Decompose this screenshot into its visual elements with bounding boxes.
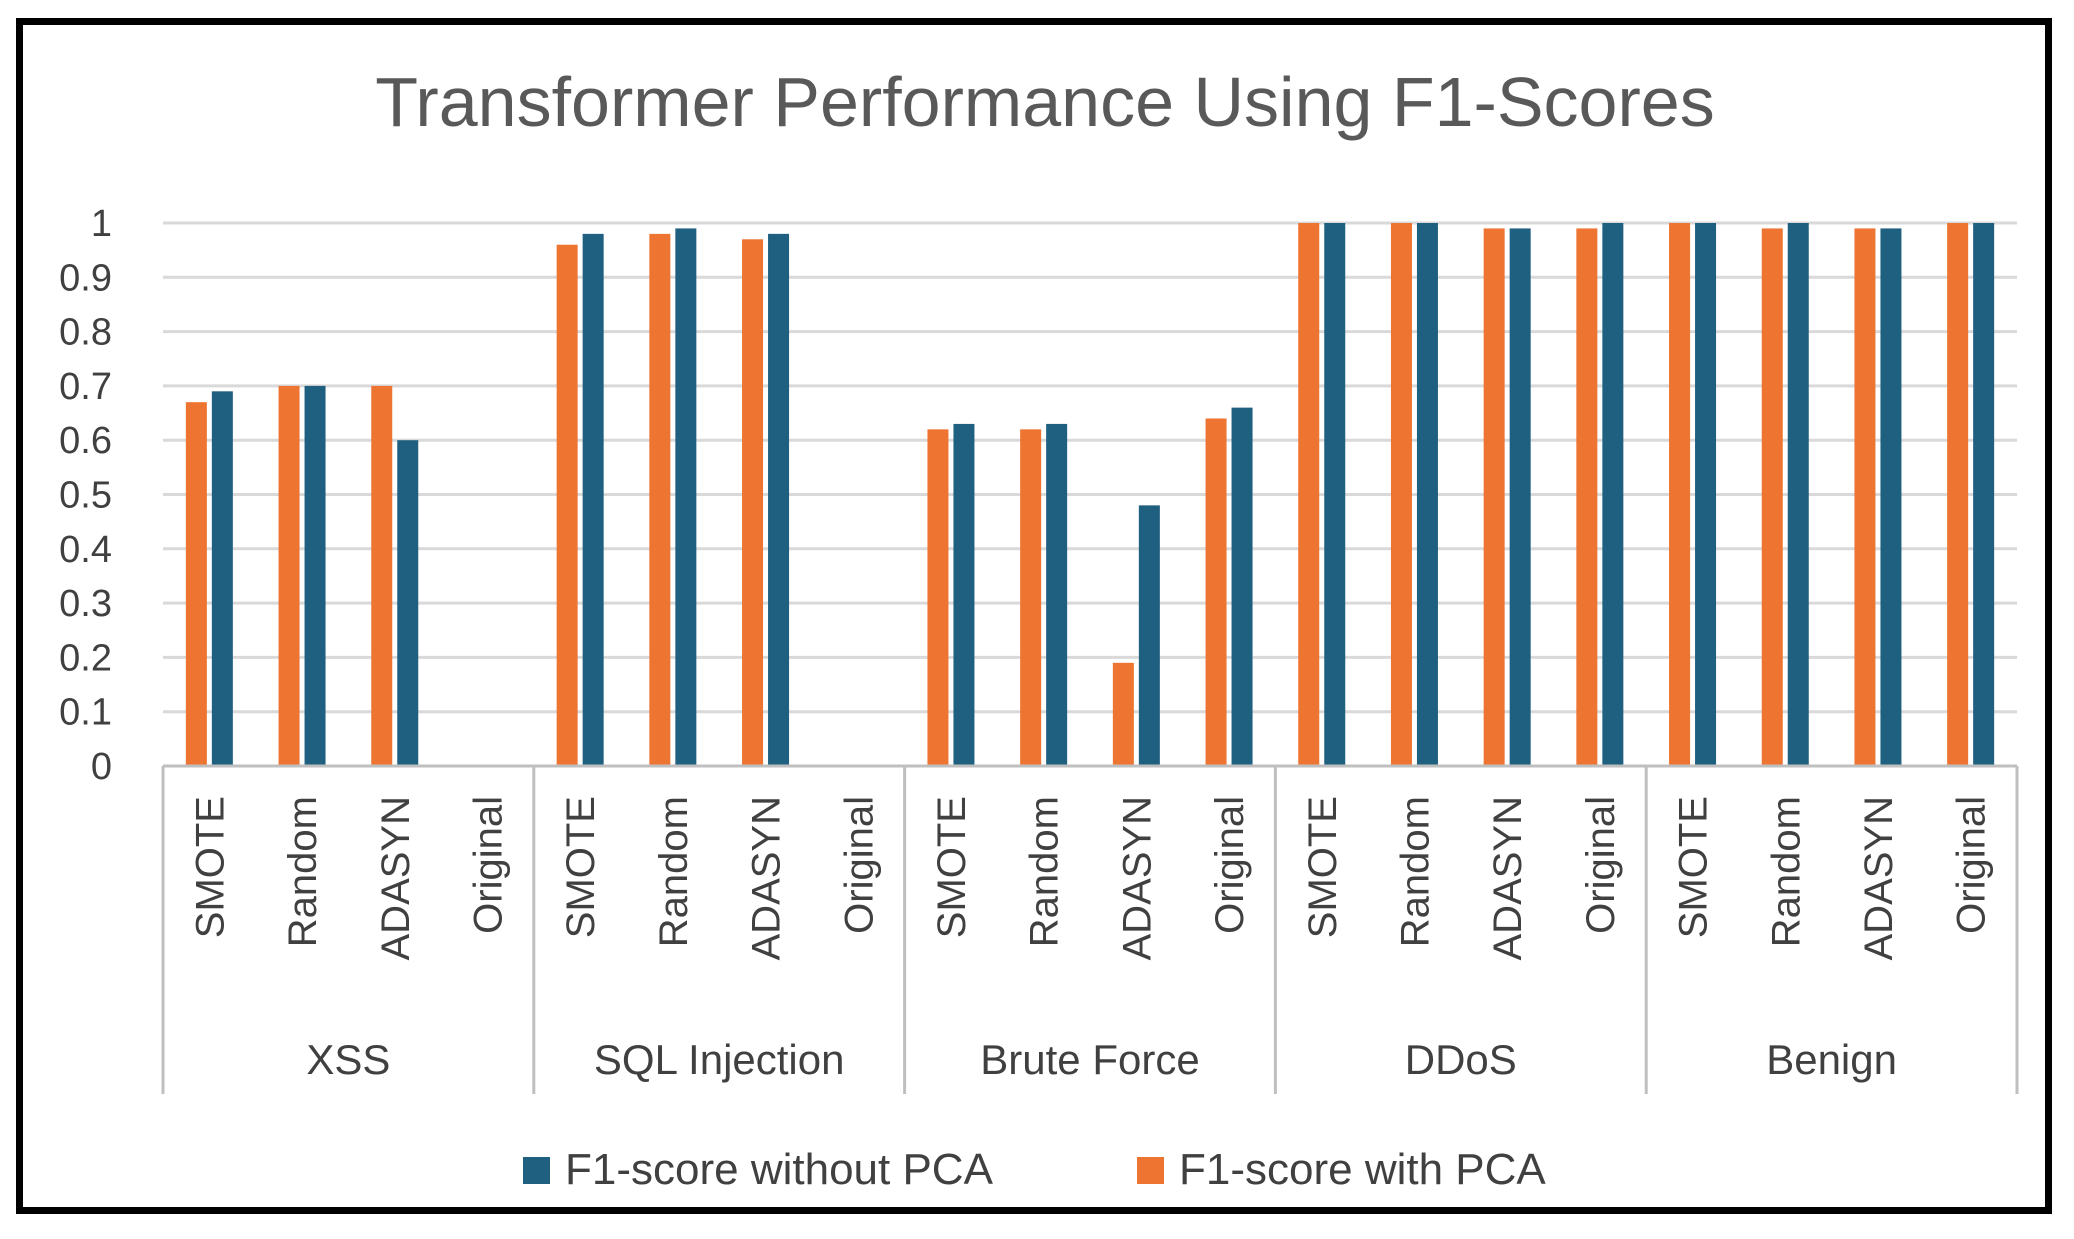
bar-without-pca [582,233,604,767]
bar-without-pca [1509,228,1531,766]
x-tick-label: Random [1023,796,1067,947]
legend-label-without-pca: F1-score without PCA [565,1145,994,1194]
x-tick-label: Original [466,796,510,934]
x-tick-label: SMOTE [930,796,974,938]
bar-with-pca [1854,228,1876,766]
bar-with-pca [1205,418,1227,766]
y-tick-label: 1 [91,203,112,245]
y-tick-label: 0.9 [59,257,112,299]
x-tick-label: Original [1950,796,1994,934]
bar-without-pca [1138,505,1160,766]
x-tick-label: Original [1579,796,1623,934]
group-labels: XSS SQL Injection Brute Force DDoS Benign [306,1036,1897,1083]
group-label: DDoS [1405,1036,1517,1083]
group-label: Benign [1766,1036,1897,1083]
bar-without-pca [953,423,975,766]
y-tick-label: 0.5 [59,475,112,517]
bar-with-pca [556,244,578,767]
legend-swatch-without-pca [523,1157,550,1184]
y-tick-label: 0.7 [59,366,112,408]
bar-without-pca [1416,223,1438,766]
legend: F1-score without PCA F1-score with PCA [523,1145,1546,1194]
x-tick-label: Original [1208,796,1252,934]
bar-without-pca [675,228,697,766]
bar-without-pca [1324,223,1346,766]
bar-with-pca [927,429,949,766]
x-tick-label: Random [1393,796,1437,947]
y-axis-ticks: 0 0.1 0.2 0.3 0.4 0.5 0.6 0.7 0.8 0.9 1 [59,203,112,788]
group-label: XSS [306,1036,390,1083]
bar-without-pca [1880,228,1902,766]
x-tick-label: SMOTE [559,796,603,938]
y-tick-label: 0.6 [59,420,112,462]
bar-with-pca [1390,223,1412,766]
group-label: Brute Force [980,1036,1199,1083]
chart-title: Transformer Performance Using F1-Scores [375,63,1714,141]
x-tick-label: ADASYN [374,796,418,961]
bar-with-pca [278,385,300,766]
bar-with-pca [1112,662,1134,766]
bar-with-pca [1669,223,1691,766]
y-tick-label: 0.3 [59,583,112,625]
x-tick-label: Random [652,796,696,947]
bar-with-pca [1947,223,1969,766]
x-tick-label: Random [1764,796,1808,947]
x-tick-label: ADASYN [1486,796,1530,961]
x-tick-label: SMOTE [188,796,232,938]
bar-with-pca [1576,228,1598,766]
y-tick-label: 0.2 [59,637,112,679]
y-tick-label: 0 [91,746,112,788]
bar-without-pca [211,391,233,766]
bar-without-pca [1695,223,1717,766]
bar-with-pca [1020,429,1042,766]
category-labels: SMOTE Random ADASYN Original SMOTE Random ADAS… [188,796,1993,961]
bar-with-pca [649,233,671,767]
bar-without-pca [768,233,790,767]
bar-without-pca [1602,223,1624,766]
bar-with-pca [371,385,393,766]
bar-without-pca [397,440,419,766]
x-tick-label: Random [281,796,325,947]
bar-without-pca [1046,423,1068,766]
x-tick-label: SMOTE [1672,796,1716,938]
y-tick-label: 0.8 [59,312,112,354]
x-tick-label: SMOTE [1301,796,1345,938]
bar-without-pca [1973,223,1995,766]
x-axis [161,764,2019,1094]
bars [185,223,1995,767]
bar-without-pca [1231,407,1253,766]
bar-with-pca [185,402,207,766]
y-tick-label: 0.1 [59,692,112,734]
bar-without-pca [1787,223,1809,766]
x-tick-label: ADASYN [1857,796,1901,961]
legend-label-with-pca: F1-score with PCA [1179,1145,1546,1194]
bar-with-pca [742,239,764,767]
y-tick-label: 0.4 [59,529,112,571]
bar-with-pca [1298,223,1320,766]
bar-with-pca [1483,228,1505,766]
bar-with-pca [1761,228,1783,766]
gridlines [163,221,2017,714]
x-tick-label: ADASYN [745,796,789,961]
x-tick-label: ADASYN [1115,796,1159,961]
bar-without-pca [304,385,326,766]
group-label: SQL Injection [594,1036,845,1083]
legend-swatch-with-pca [1137,1157,1164,1184]
x-tick-label: Original [837,796,881,934]
